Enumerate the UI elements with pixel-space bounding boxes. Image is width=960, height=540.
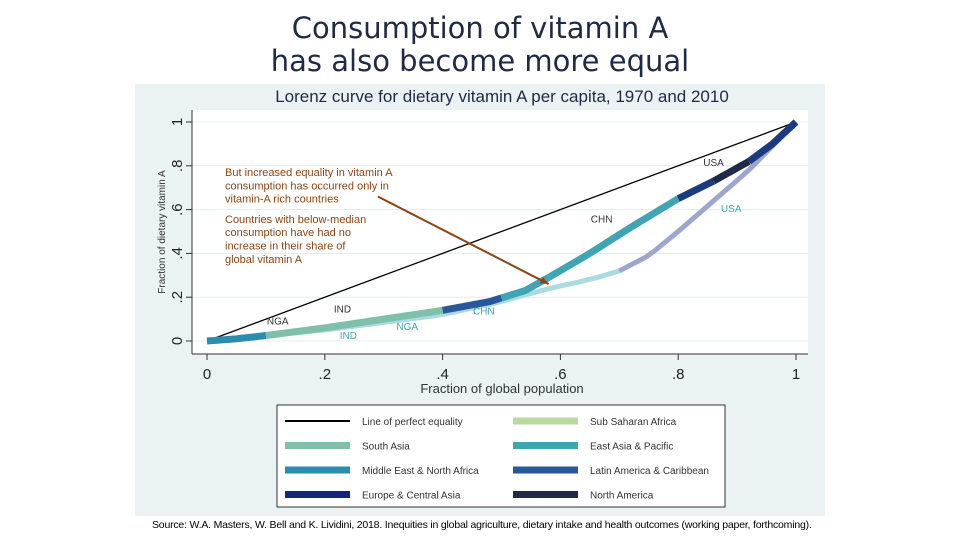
legend-swatch [285,466,350,474]
legend [276,404,726,508]
y-tick-label: .2 [169,291,186,304]
slide-title: Consumption of vitamin A has also become… [0,12,960,78]
slide-title-line1: Consumption of vitamin A [291,11,669,45]
y-tick-label: .8 [169,160,186,173]
legend-swatch [513,442,578,449]
legend-label: North America [590,491,654,502]
source-note: Source: W.A. Masters, W. Bell and K. Liv… [152,519,812,531]
arrow-head [539,277,549,285]
legend-label: South Asia [362,442,410,453]
legend-swatch [285,491,350,498]
country-label: CHN [591,215,613,226]
chart-title: Lorenz curve for dietary vitamin A per c… [275,87,729,106]
country-label: IND [340,331,357,342]
callout-text: global vitamin A [225,254,303,266]
legend-label: Line of perfect equality [362,417,463,428]
callout-text: consumption has occurred only in [225,180,389,192]
equality-line [206,121,797,342]
callout-text: increase in their share of [225,241,346,253]
curve-2010-segment [206,332,267,345]
country-label: USA [721,204,742,215]
callout-text: consumption have had no [225,227,351,239]
y-tick-label: 1 [169,118,186,126]
slide-title-line2: has also become more equal [270,44,690,78]
legend-label: East Asia & Pacific [590,442,673,453]
curve-2010-segment [676,177,716,202]
country-label: NGA [396,322,418,333]
curve-2010-segment [746,119,799,165]
country-label: CHN [473,307,495,318]
curve-2010-segment [711,158,751,185]
legend-swatch [513,491,578,498]
country-label: USA [703,158,724,169]
legend-swatch [513,417,578,425]
legend-label: Europe & Central Asia [362,491,461,502]
callout-text: vitamin-A rich countries [225,194,339,206]
x-tick-label: .8 [672,366,685,383]
legend-swatch [513,466,578,474]
y-tick-label: .4 [169,247,186,260]
callout-text: Countries with below-median [225,214,366,226]
legend-label: Latin America & Caribbean [590,466,709,477]
callout-text: But increased equality in vitamin A [225,167,393,179]
y-axis-label: Fraction of dietary vitamin A [157,170,168,294]
x-tick-label: 1 [792,366,800,383]
curve-2010-segment [265,306,444,339]
country-label: NGA [267,317,289,328]
country-label: IND [334,305,351,316]
curve-2010-segment [546,195,681,281]
legend-swatch [285,442,350,449]
callout-arrow [377,195,550,285]
y-tick-label: .6 [169,203,186,216]
x-tick-label: .6 [554,366,567,383]
legend-label: Sub Saharan Africa [590,417,677,428]
x-tick-label: .2 [319,366,332,383]
x-tick-label: 0 [203,366,211,383]
x-axis-label: Fraction of global population [420,381,583,396]
y-tick-label: 0 [169,337,186,345]
x-tick-label: .4 [436,366,449,383]
curve-2010-segment [441,294,503,314]
legend-label: Middle East & North Africa [362,466,479,477]
